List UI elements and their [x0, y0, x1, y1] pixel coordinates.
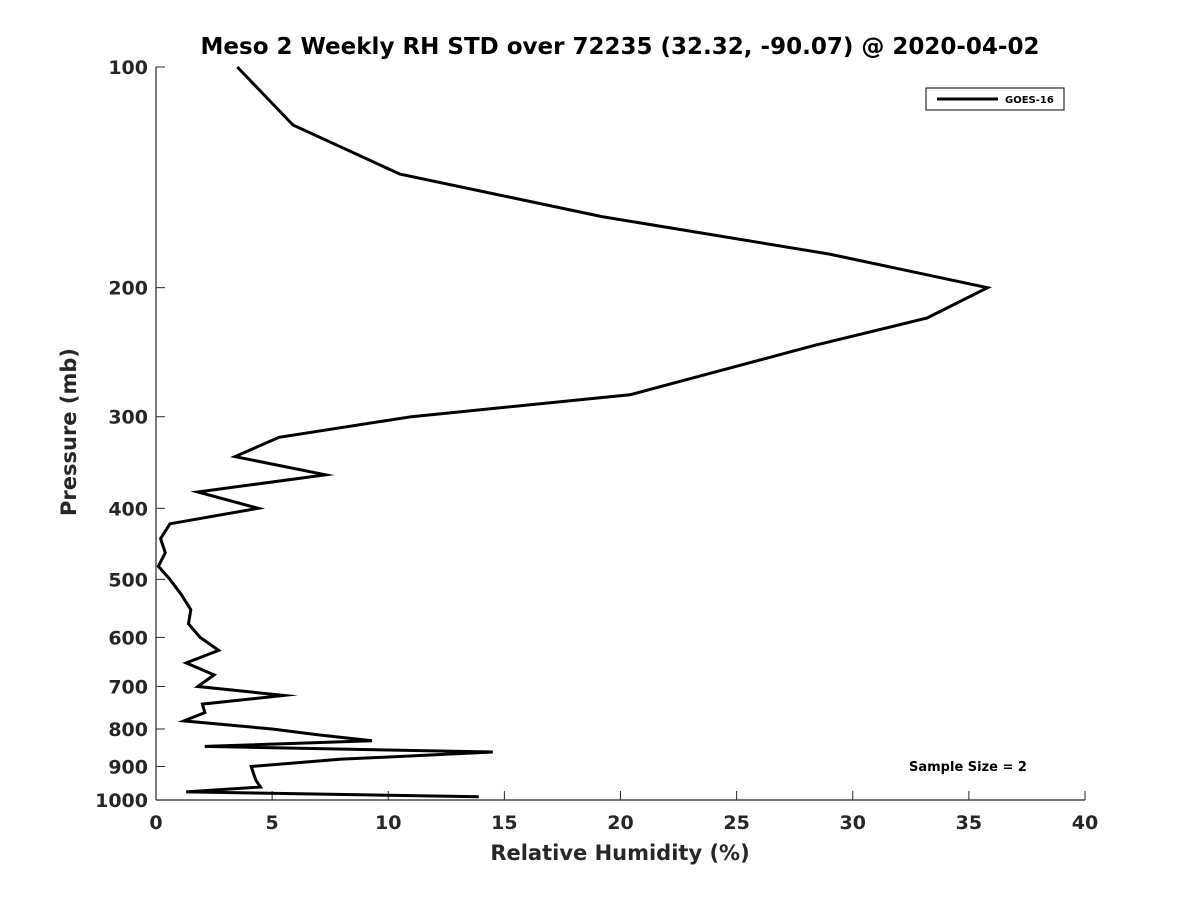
y-tick-label: 500: [108, 569, 148, 591]
y-tick-label: 300: [108, 407, 148, 429]
sample-size-annotation: Sample Size = 2: [909, 760, 1027, 775]
y-tick-label: 800: [108, 719, 148, 741]
y-tick-label: 600: [108, 627, 148, 649]
x-tick-label: 0: [149, 812, 162, 834]
x-ticks: 0 5 10 15 20 25 30 35 40: [149, 791, 1098, 834]
y-tick-label: 1000: [95, 790, 148, 812]
series-line-goes-16: [156, 65, 992, 799]
x-tick-label: 30: [840, 812, 866, 834]
chart-title: Meso 2 Weekly RH STD over 72235 (32.32, …: [201, 34, 1040, 60]
y-tick-label: 400: [108, 498, 148, 520]
x-axis-label: Relative Humidity (%): [490, 841, 749, 865]
legend: GOES-16: [925, 87, 1065, 111]
x-tick-label: 5: [266, 812, 279, 834]
y-tick-label: 200: [108, 278, 148, 300]
x-tick-label: 20: [607, 812, 633, 834]
legend-label-goes16: GOES-16: [1005, 95, 1054, 106]
x-tick-label: 25: [723, 812, 749, 834]
x-tick-label: 10: [375, 812, 401, 834]
x-tick-label: 40: [1072, 812, 1098, 834]
y-tick-label: 900: [108, 756, 148, 778]
series-lines: [156, 65, 992, 799]
x-tick-label: 15: [491, 812, 517, 834]
y-tick-label: 700: [108, 676, 148, 698]
y-ticks: 100 200 300 400 500 600 700 800 900 1000: [95, 57, 165, 812]
y-axis-label: Pressure (mb): [57, 348, 81, 516]
x-tick-label: 35: [956, 812, 982, 834]
y-tick-label: 100: [108, 57, 148, 79]
